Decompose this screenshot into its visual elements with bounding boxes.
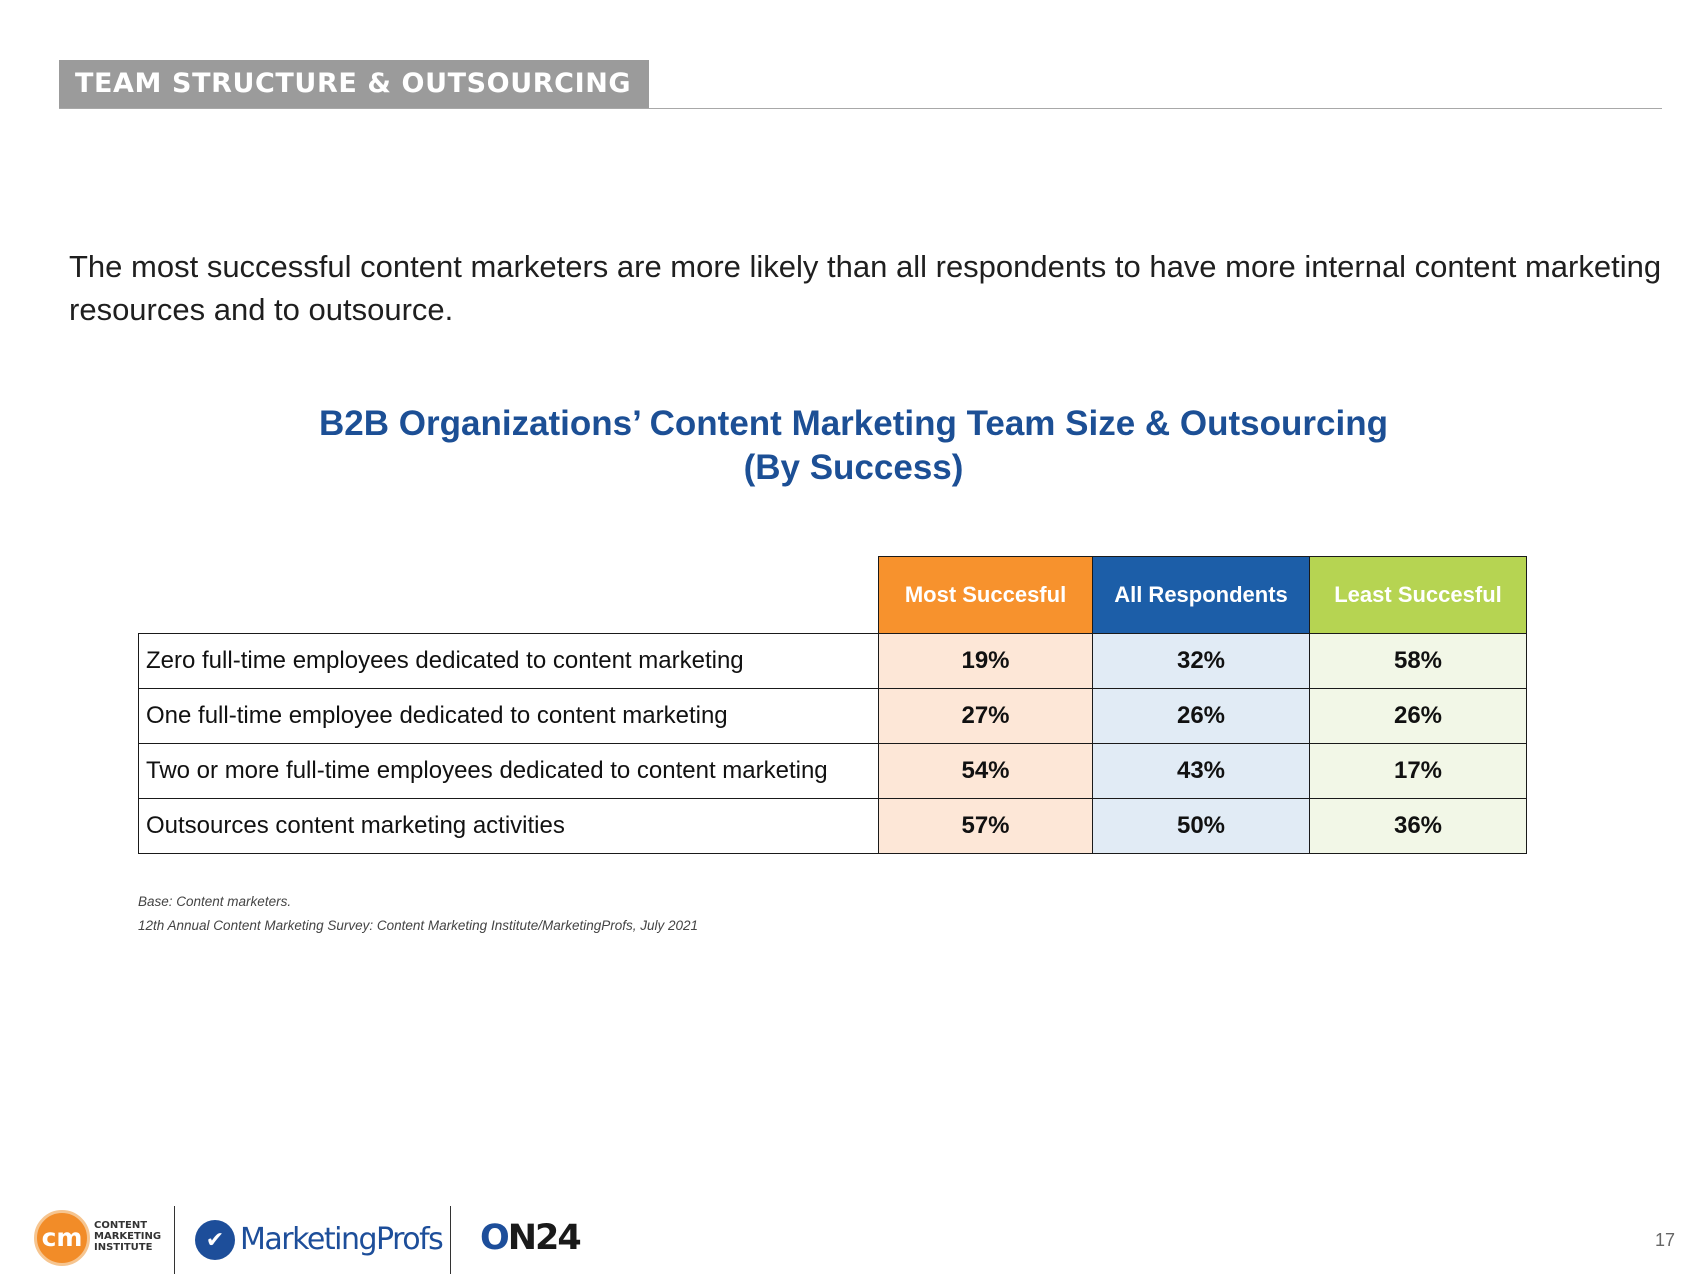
value-cell: 27% [878, 688, 1093, 744]
on24-logo-o: O [480, 1218, 510, 1258]
results-table: Most Succesful All Respondents Least Suc… [138, 556, 1527, 854]
value-cell: 26% [1092, 688, 1310, 744]
value-cell: 43% [1092, 743, 1310, 799]
source-note: 12th Annual Content Marketing Survey: Co… [138, 918, 699, 933]
chart-title: B2B Organizations’ Content Marketing Tea… [319, 404, 1388, 443]
source-notes: Base: Content marketers. 12th Annual Con… [138, 890, 698, 938]
page-number: 17 [1655, 1230, 1676, 1250]
row-label: Two or more full-time employees dedicate… [138, 743, 879, 799]
on24-logo: ON24 [480, 1218, 582, 1258]
value-cell: 32% [1092, 633, 1310, 689]
marketingprofs-logo-icon: ✔ [195, 1220, 235, 1260]
marketingprofs-wordmark: MarketingProfs [240, 1222, 444, 1257]
column-header-most-successful: Most Succesful [878, 556, 1093, 634]
footer-logos: cm CONTENT MARKETING INSTITUTE ✔ Marketi… [32, 1200, 592, 1275]
table-row: Two or more full-time employees dedicate… [138, 743, 1527, 799]
logo-divider [174, 1206, 175, 1274]
cmi-wordmark-line: CONTENT [94, 1220, 148, 1231]
row-label: One full-time employee dedicated to cont… [138, 688, 879, 744]
logo-divider [450, 1206, 451, 1274]
cmi-wordmark-line: INSTITUTE [94, 1242, 153, 1253]
table-header-row: Most Succesful All Respondents Least Suc… [139, 556, 1527, 634]
table-row: Zero full-time employees dedicated to co… [138, 633, 1527, 689]
value-cell: 57% [878, 798, 1093, 854]
base-note: Base: Content marketers. [138, 894, 292, 909]
value-cell: 58% [1309, 633, 1527, 689]
section-header: TEAM STRUCTURE & OUTSOURCING [59, 60, 650, 108]
column-header-least-successful: Least Succesful [1309, 556, 1527, 634]
value-cell: 26% [1309, 688, 1527, 744]
value-cell: 54% [878, 743, 1093, 799]
cmi-logo-wordmark: CONTENT MARKETING INSTITUTE [94, 1220, 161, 1253]
row-label: Outsources content marketing activities [138, 798, 879, 854]
value-cell: 17% [1309, 743, 1527, 799]
value-cell: 36% [1309, 798, 1527, 854]
table-row: Outsources content marketing activities … [138, 798, 1527, 854]
header-divider [59, 108, 1662, 109]
cmi-wordmark-line: MARKETING [94, 1231, 162, 1242]
chart-subtitle: (By Success) [743, 448, 964, 487]
cmi-logo-icon: cm [34, 1210, 90, 1266]
column-header-all-respondents: All Respondents [1092, 556, 1310, 634]
value-cell: 19% [878, 633, 1093, 689]
table-row: One full-time employee dedicated to cont… [138, 688, 1527, 744]
value-cell: 50% [1092, 798, 1310, 854]
intro-text: The most successful content marketers ar… [69, 249, 1662, 327]
on24-logo-n24: N24 [507, 1218, 582, 1258]
chart-title-block: B2B Organizations’ Content Marketing Tea… [150, 402, 1557, 490]
row-label: Zero full-time employees dedicated to co… [138, 633, 879, 689]
table-corner-blank [139, 557, 879, 634]
